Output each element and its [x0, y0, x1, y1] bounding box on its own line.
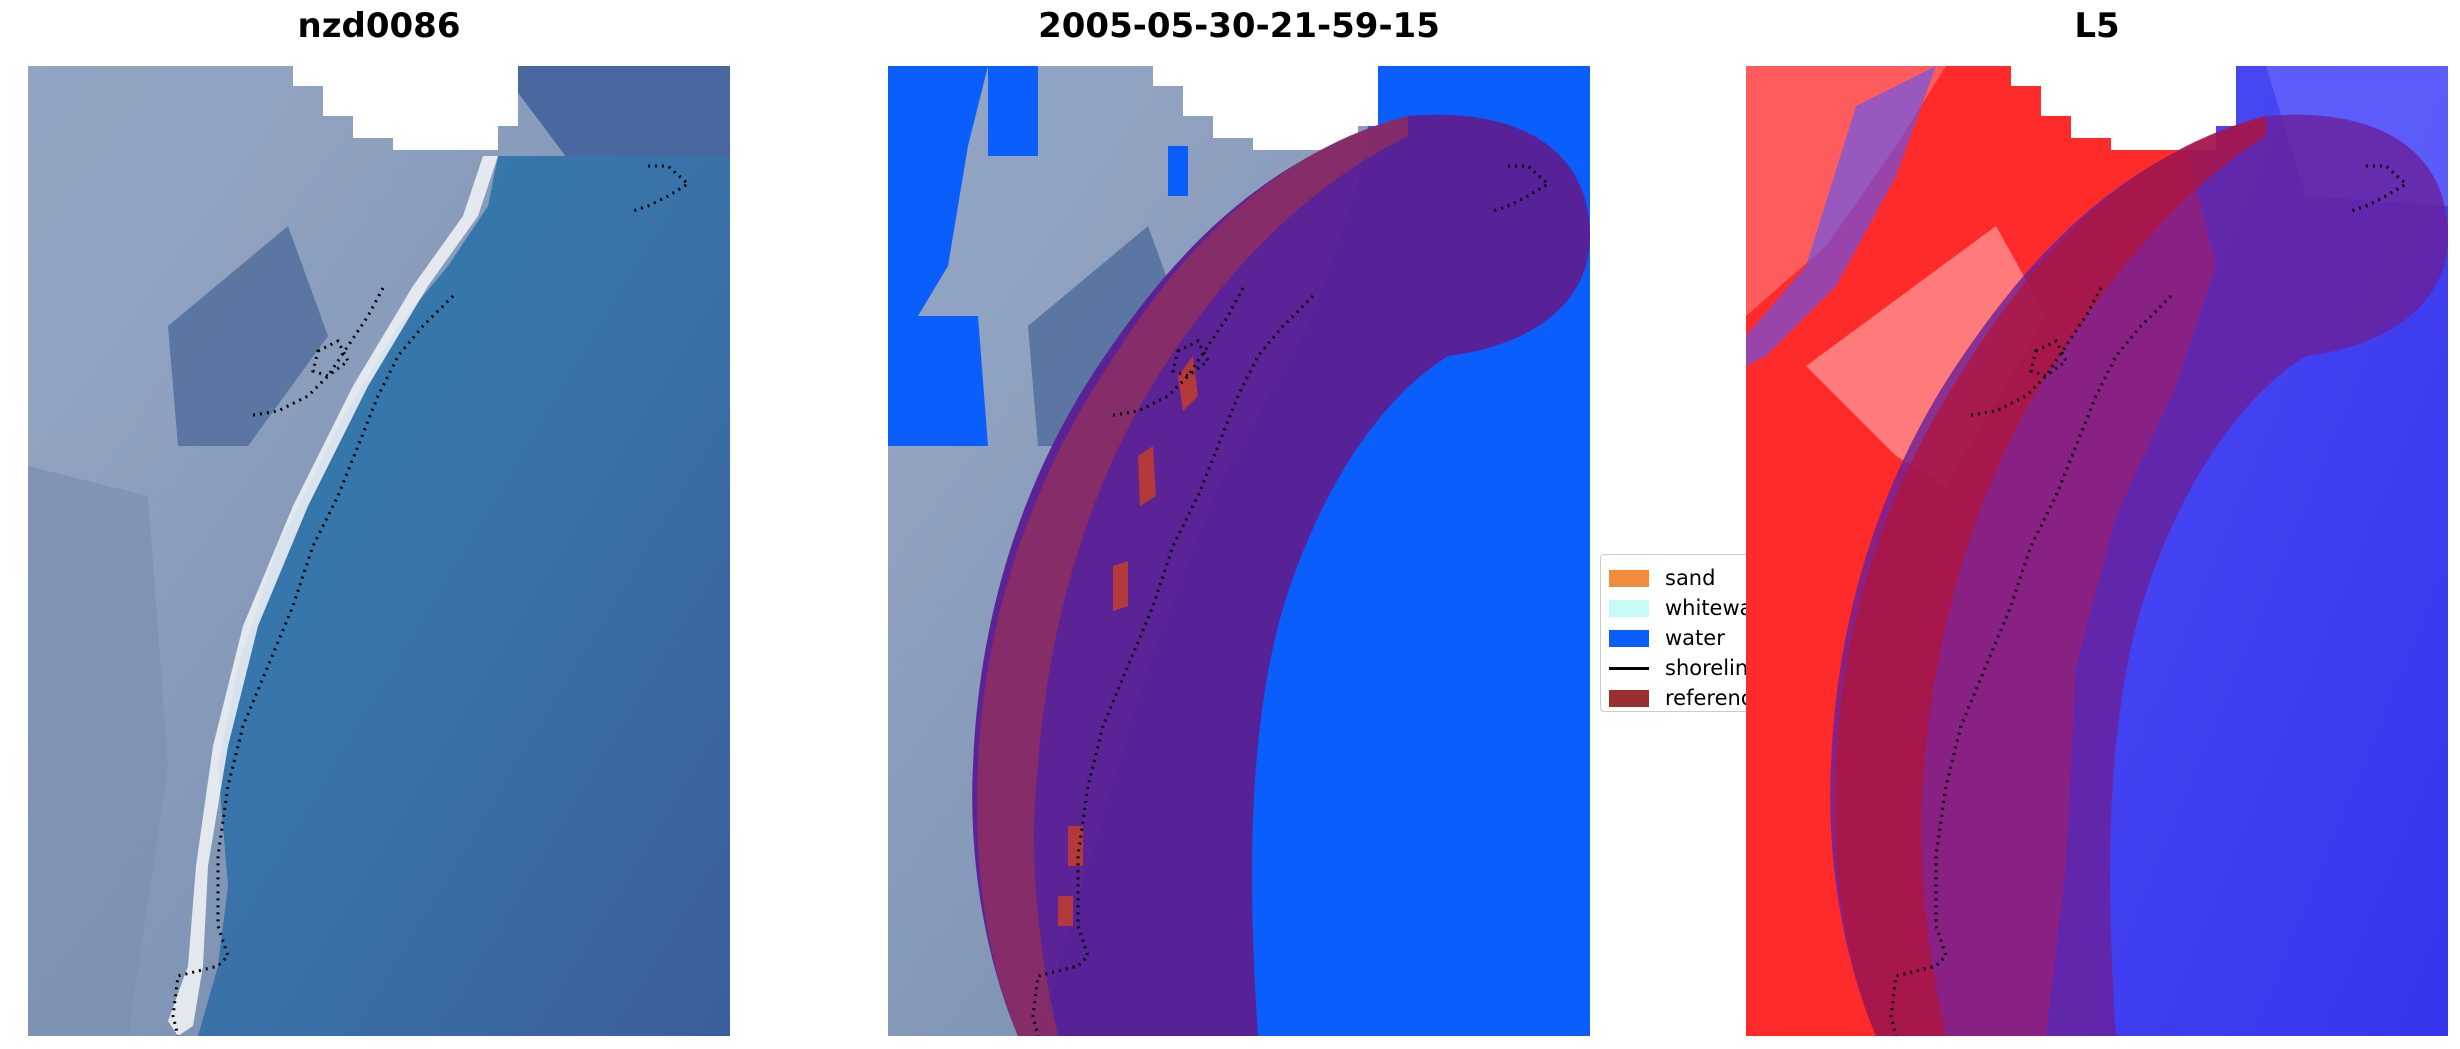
legend: sand whitewater water shoreline referenc… [1600, 554, 1760, 712]
panel-title-index: L5 [2074, 6, 2120, 46]
water-swatch [1609, 629, 1649, 647]
classification-panel [888, 66, 1590, 1036]
panel-title-image: nzd0086 [297, 6, 461, 46]
reference-swatch [1609, 689, 1649, 707]
legend-item-sand: sand [1609, 565, 1715, 591]
legend-item-water: water [1609, 625, 1725, 651]
legend-item-reference: reference [1609, 685, 1759, 711]
whitewater-swatch [1609, 599, 1649, 617]
legend-item-shoreline: shoreline [1609, 655, 1759, 681]
legend-item-whitewater: whitewater [1609, 595, 1759, 621]
shoreline-line-icon [1609, 666, 1649, 670]
sand-swatch [1609, 569, 1649, 587]
legend-clip-mask [1746, 554, 1766, 714]
index-panel [1746, 66, 2448, 1036]
rgb-image-panel [28, 66, 730, 1036]
panel-title-classification: 2005-05-30-21-59-15 [1038, 6, 1440, 46]
